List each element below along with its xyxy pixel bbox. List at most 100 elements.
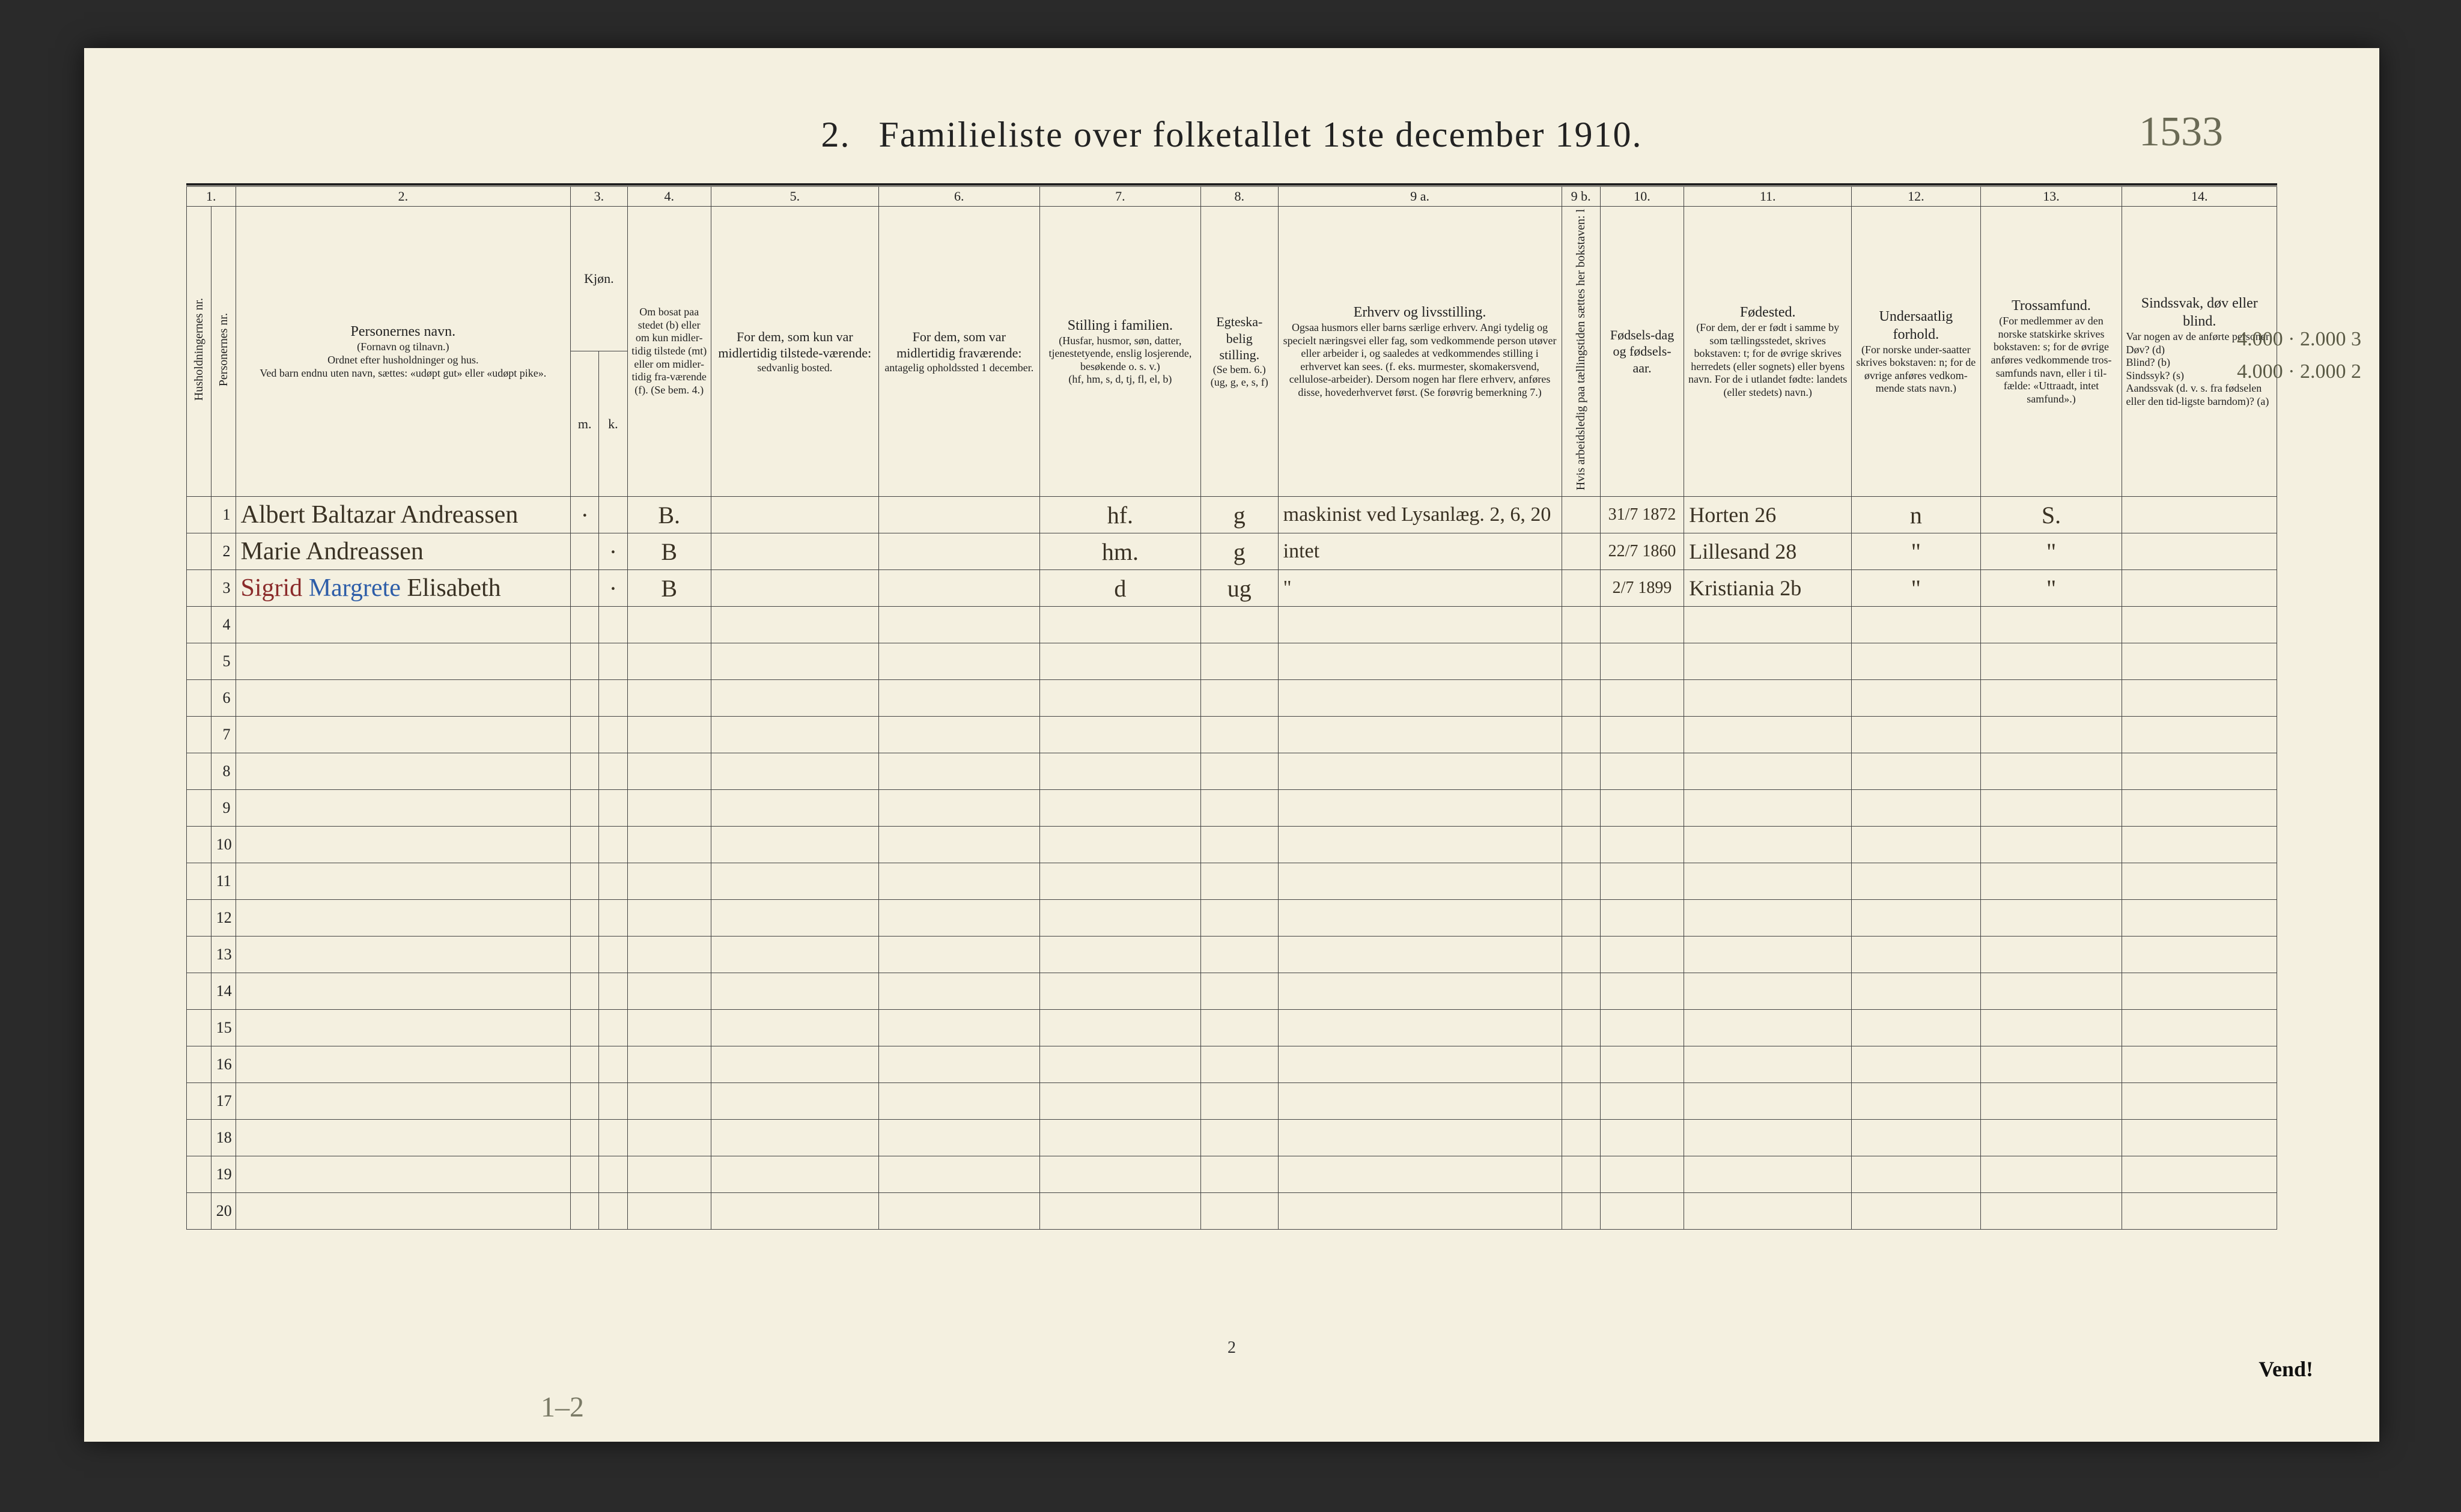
cell-empty [627,753,711,790]
cell-empty [1200,900,1278,937]
cell-empty [1852,937,1980,973]
cell-empty [1562,680,1600,717]
cell-arbeidsledig [1562,570,1600,607]
cell-midl-frav [878,533,1039,570]
cell-empty [711,1193,878,1230]
cell-empty [1562,607,1600,643]
cell-empty [627,827,711,863]
cell-empty [599,937,627,973]
cell-empty [236,1046,571,1083]
cell-erhverv: intet [1278,533,1562,570]
cell-person-nr: 5 [211,643,236,680]
cell-empty [236,607,571,643]
cell-empty [1278,717,1562,753]
cell-empty [711,753,878,790]
census-table-wrap: 1. 2. 3. 4. 5. 6. 7. 8. 9 a. 9 b. 10. 11… [186,186,2277,1230]
hdr-undersaat: Undersaatlig forhold. (For norske under-… [1852,206,1980,497]
cell-empty [2122,863,2277,900]
cell-person-nr: 16 [211,1046,236,1083]
cell-empty [627,607,711,643]
cell-empty [1039,900,1200,937]
cell-empty [571,607,599,643]
cell-empty [711,973,878,1010]
cell-empty [1039,607,1200,643]
cell-empty [599,827,627,863]
cell-empty [1600,973,1684,1010]
cell-empty [711,827,878,863]
cell-empty [1039,863,1200,900]
vend-label: Vend! [2259,1356,2313,1382]
cell-empty [1980,1120,2122,1156]
hdr-person-nr: Personernes nr. [211,206,236,497]
cell-household-nr [187,900,211,937]
cell-empty [627,790,711,827]
table-row: 4 [187,607,2277,643]
cell-empty [1600,1193,1684,1230]
cell-sex-m [571,570,599,607]
cell-household-nr [187,863,211,900]
cell-empty [627,1120,711,1156]
table-row: 16 [187,1046,2277,1083]
header-row: Husholdningernes nr. Personernes nr. Per… [187,206,2277,351]
cell-empty [1278,937,1562,973]
cell-fodested: Kristiania 2b [1684,570,1852,607]
cell-person-nr: 13 [211,937,236,973]
margin-right-notes: 4.000 · 2.000 3 4.000 · 2.000 2 [2237,323,2361,389]
colnum-13: 13. [1980,187,2122,207]
cell-person-nr: 8 [211,753,236,790]
cell-empty [711,680,878,717]
cell-empty [599,863,627,900]
cell-empty [711,1010,878,1046]
cell-empty [236,937,571,973]
hdr-fodselsdag: Fødsels-dag og fødsels-aar. [1600,206,1684,497]
cell-trossamfund: " [1980,570,2122,607]
cell-person-nr: 18 [211,1120,236,1156]
cell-empty [2122,790,2277,827]
cell-household-nr [187,643,211,680]
colnum-6: 6. [878,187,1039,207]
cell-empty [1852,1010,1980,1046]
cell-undersaat: " [1852,533,1980,570]
cell-empty [1852,753,1980,790]
colnum-12: 12. [1852,187,1980,207]
cell-empty [571,900,599,937]
hdr-bosat: Om bosat paa stedet (b) eller om kun mid… [627,206,711,497]
cell-empty [1852,717,1980,753]
cell-empty [599,900,627,937]
cell-household-nr [187,1120,211,1156]
table-row: 9 [187,790,2277,827]
cell-empty [627,1083,711,1120]
cell-empty [1600,643,1684,680]
cell-empty [236,1083,571,1120]
cell-empty [1980,680,2122,717]
table-row: 11 [187,863,2277,900]
cell-empty [878,937,1039,973]
cell-stilling: hf. [1039,497,1200,533]
cell-empty [1039,753,1200,790]
cell-sindssvak [2122,570,2277,607]
cell-household-nr [187,1046,211,1083]
cell-undersaat: " [1852,570,1980,607]
cell-person-nr: 17 [211,1083,236,1120]
cell-household-nr [187,680,211,717]
cell-empty [878,1046,1039,1083]
page-title: 2. Familieliste over folketallet 1ste de… [84,114,2379,156]
cell-empty [711,790,878,827]
cell-empty [711,1083,878,1120]
cell-empty [1684,717,1852,753]
hdr-stilling-familie: Stilling i familien. (Husfar, husmor, sø… [1039,206,1200,497]
cell-empty [1278,863,1562,900]
cell-empty [2122,1046,2277,1083]
cell-empty [1684,1156,1852,1193]
cell-empty [599,1010,627,1046]
cell-empty [878,717,1039,753]
cell-empty [1600,863,1684,900]
cell-empty [627,863,711,900]
cell-empty [1278,607,1562,643]
census-page: 2. Familieliste over folketallet 1ste de… [84,48,2379,1442]
top-rule [186,183,2277,186]
cell-empty [878,900,1039,937]
cell-empty [1852,1083,1980,1120]
cell-empty [1039,1156,1200,1193]
cell-empty [1039,680,1200,717]
